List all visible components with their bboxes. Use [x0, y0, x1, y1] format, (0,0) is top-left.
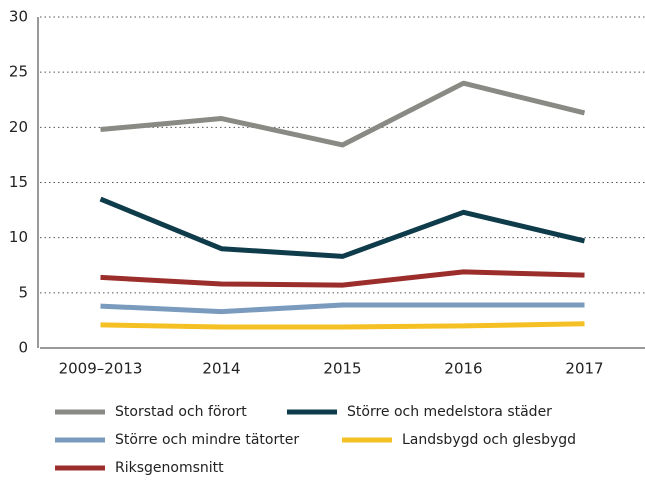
series-line — [100, 80, 586, 148]
series-line — [100, 269, 585, 288]
series-line — [100, 321, 585, 330]
legend-label: Storstad och förort — [115, 404, 247, 420]
legend-label: Landsbygd och glesbygd — [402, 432, 576, 448]
series-line — [99, 196, 586, 259]
x-tick-label: 2017 — [565, 360, 603, 378]
y-tick-label: 30 — [9, 8, 28, 26]
y-tick-label: 0 — [18, 339, 28, 357]
x-tick-label: 2016 — [444, 360, 482, 378]
y-tick-label: 10 — [9, 228, 28, 246]
legend-label: Större och mindre tätorter — [115, 432, 299, 448]
x-tick-label: 2014 — [202, 360, 240, 378]
legend-label: Riksgenomsnitt — [115, 460, 224, 476]
x-tick-label: 2015 — [323, 360, 361, 378]
y-tick-label: 5 — [18, 283, 28, 301]
x-tick-label: 2009–2013 — [59, 360, 143, 378]
legend-label: Större och medelstora städer — [347, 404, 552, 420]
series-line — [100, 302, 585, 315]
y-tick-label: 20 — [9, 118, 28, 136]
y-tick-label: 15 — [9, 173, 28, 191]
y-tick-label: 25 — [9, 63, 28, 81]
